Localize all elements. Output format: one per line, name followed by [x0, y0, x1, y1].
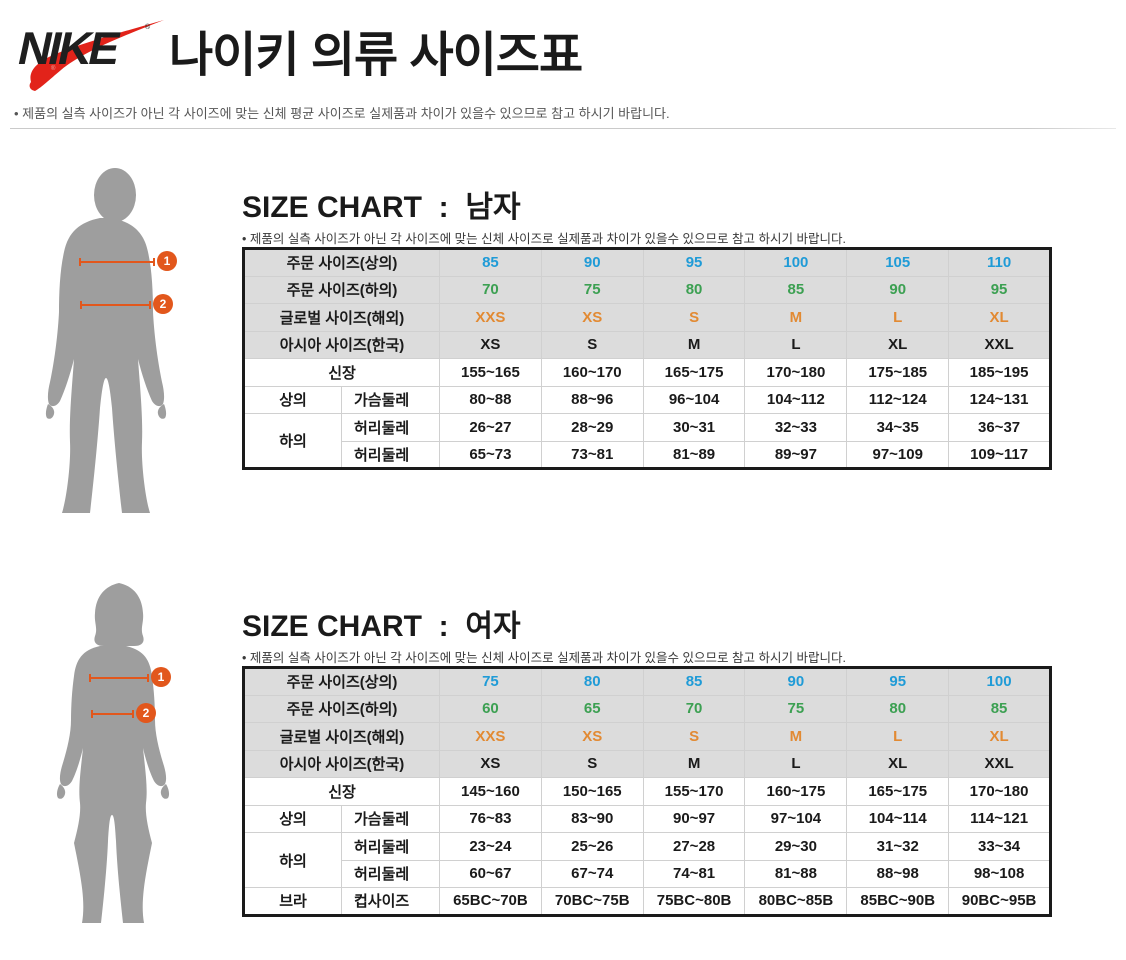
svg-text:®: ® [145, 23, 151, 31]
svg-text:®: ® [51, 65, 56, 72]
svg-text:NIKE: NIKE [14, 22, 124, 73]
